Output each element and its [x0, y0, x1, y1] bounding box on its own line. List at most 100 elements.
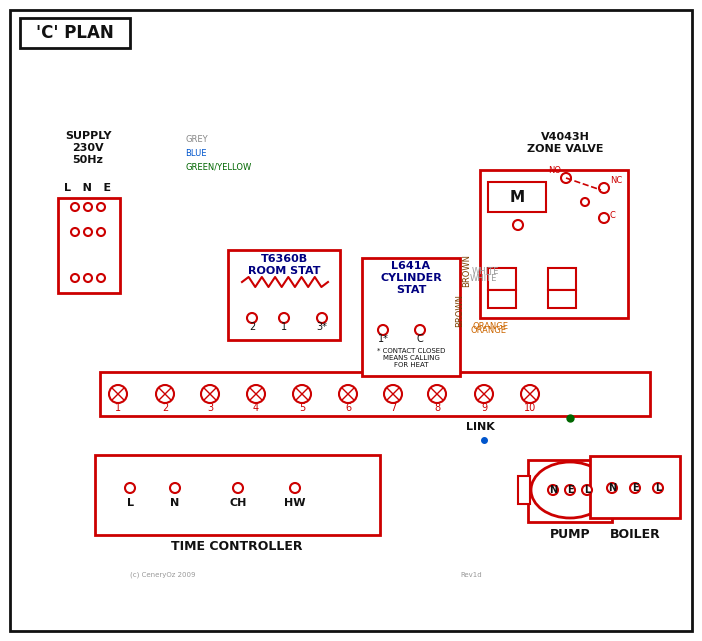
- Text: E: E: [632, 483, 638, 493]
- Bar: [100, 372, 650, 416]
- Text: N: N: [549, 485, 557, 495]
- Circle shape: [201, 385, 219, 403]
- Text: WHITE: WHITE: [472, 267, 499, 276]
- Circle shape: [84, 228, 92, 236]
- Text: L641A
CYLINDER
STAT: L641A CYLINDER STAT: [380, 262, 442, 295]
- Circle shape: [653, 483, 663, 493]
- Circle shape: [415, 325, 425, 335]
- Circle shape: [582, 485, 592, 495]
- Circle shape: [599, 213, 609, 223]
- Text: TIME CONTROLLER: TIME CONTROLLER: [171, 540, 303, 553]
- Circle shape: [279, 313, 289, 323]
- Bar: [20, 18, 130, 48]
- Circle shape: [599, 183, 609, 193]
- Circle shape: [581, 198, 589, 206]
- Circle shape: [97, 203, 105, 211]
- Text: BROWN: BROWN: [462, 253, 471, 287]
- Circle shape: [293, 385, 311, 403]
- Circle shape: [521, 385, 539, 403]
- Text: LINK: LINK: [465, 422, 494, 432]
- Circle shape: [607, 483, 617, 493]
- Text: C: C: [416, 334, 423, 344]
- Circle shape: [71, 274, 79, 282]
- Text: SUPPLY
230V
50Hz: SUPPLY 230V 50Hz: [65, 131, 111, 165]
- Text: 'C' PLAN: 'C' PLAN: [36, 24, 114, 42]
- Text: CH: CH: [230, 498, 246, 508]
- Circle shape: [97, 228, 105, 236]
- Text: 4: 4: [253, 403, 259, 413]
- Text: 2: 2: [162, 403, 168, 413]
- Text: 6: 6: [345, 403, 351, 413]
- Circle shape: [317, 313, 327, 323]
- Text: ORANGE: ORANGE: [470, 326, 506, 335]
- Text: C: C: [610, 211, 616, 220]
- Text: WHITE: WHITE: [470, 274, 498, 283]
- Bar: [488, 182, 546, 212]
- Text: Rev1d: Rev1d: [460, 572, 482, 578]
- Text: ORANGE: ORANGE: [472, 322, 508, 331]
- Circle shape: [84, 274, 92, 282]
- Circle shape: [428, 385, 446, 403]
- Circle shape: [247, 385, 265, 403]
- Text: 1: 1: [281, 322, 287, 332]
- Text: 2: 2: [249, 322, 255, 332]
- Circle shape: [384, 385, 402, 403]
- Circle shape: [109, 385, 127, 403]
- Bar: [610, 476, 622, 504]
- Bar: [58, 198, 120, 293]
- Text: GREY: GREY: [185, 135, 208, 144]
- Circle shape: [247, 313, 257, 323]
- Text: 9: 9: [481, 403, 487, 413]
- Text: (c) CeneryOz 2009: (c) CeneryOz 2009: [130, 572, 195, 578]
- Circle shape: [84, 203, 92, 211]
- Bar: [528, 460, 612, 522]
- Text: * CONTACT CLOSED
MEANS CALLING
FOR HEAT: * CONTACT CLOSED MEANS CALLING FOR HEAT: [377, 348, 445, 368]
- Text: PUMP: PUMP: [550, 528, 590, 542]
- Circle shape: [71, 203, 79, 211]
- Text: 5: 5: [299, 403, 305, 413]
- Text: M: M: [510, 190, 524, 204]
- Circle shape: [71, 228, 79, 236]
- Text: 1*: 1*: [378, 334, 388, 344]
- Circle shape: [565, 485, 575, 495]
- Circle shape: [156, 385, 174, 403]
- Circle shape: [170, 483, 180, 493]
- Text: L   N   E: L N E: [65, 183, 112, 193]
- Text: V4043H
ZONE VALVE: V4043H ZONE VALVE: [526, 132, 603, 154]
- Text: BROWN: BROWN: [455, 294, 464, 326]
- Circle shape: [97, 274, 105, 282]
- Text: 10: 10: [524, 403, 536, 413]
- Circle shape: [233, 483, 243, 493]
- Bar: [488, 268, 516, 290]
- Ellipse shape: [531, 462, 609, 518]
- Bar: [590, 456, 680, 518]
- Text: E: E: [567, 485, 574, 495]
- Text: L: L: [655, 483, 661, 493]
- Text: NO: NO: [548, 166, 562, 175]
- Circle shape: [475, 385, 493, 403]
- Text: HW: HW: [284, 498, 306, 508]
- Text: 8: 8: [434, 403, 440, 413]
- Bar: [488, 290, 516, 308]
- Circle shape: [339, 385, 357, 403]
- Bar: [95, 455, 380, 535]
- Circle shape: [630, 483, 640, 493]
- Text: L: L: [126, 498, 133, 508]
- Text: T6360B
ROOM STAT: T6360B ROOM STAT: [248, 254, 320, 276]
- Bar: [480, 170, 628, 318]
- Circle shape: [561, 173, 571, 183]
- Text: N: N: [171, 498, 180, 508]
- Circle shape: [513, 220, 523, 230]
- Text: N: N: [608, 483, 616, 493]
- Text: 1: 1: [115, 403, 121, 413]
- Text: 3*: 3*: [317, 322, 327, 332]
- Text: GREEN/YELLOW: GREEN/YELLOW: [185, 162, 251, 171]
- Circle shape: [378, 325, 388, 335]
- Text: BLUE: BLUE: [185, 149, 206, 158]
- Text: NC: NC: [610, 176, 622, 185]
- Circle shape: [290, 483, 300, 493]
- Text: 3: 3: [207, 403, 213, 413]
- Bar: [228, 250, 340, 340]
- Bar: [548, 268, 576, 290]
- Text: L: L: [584, 485, 590, 495]
